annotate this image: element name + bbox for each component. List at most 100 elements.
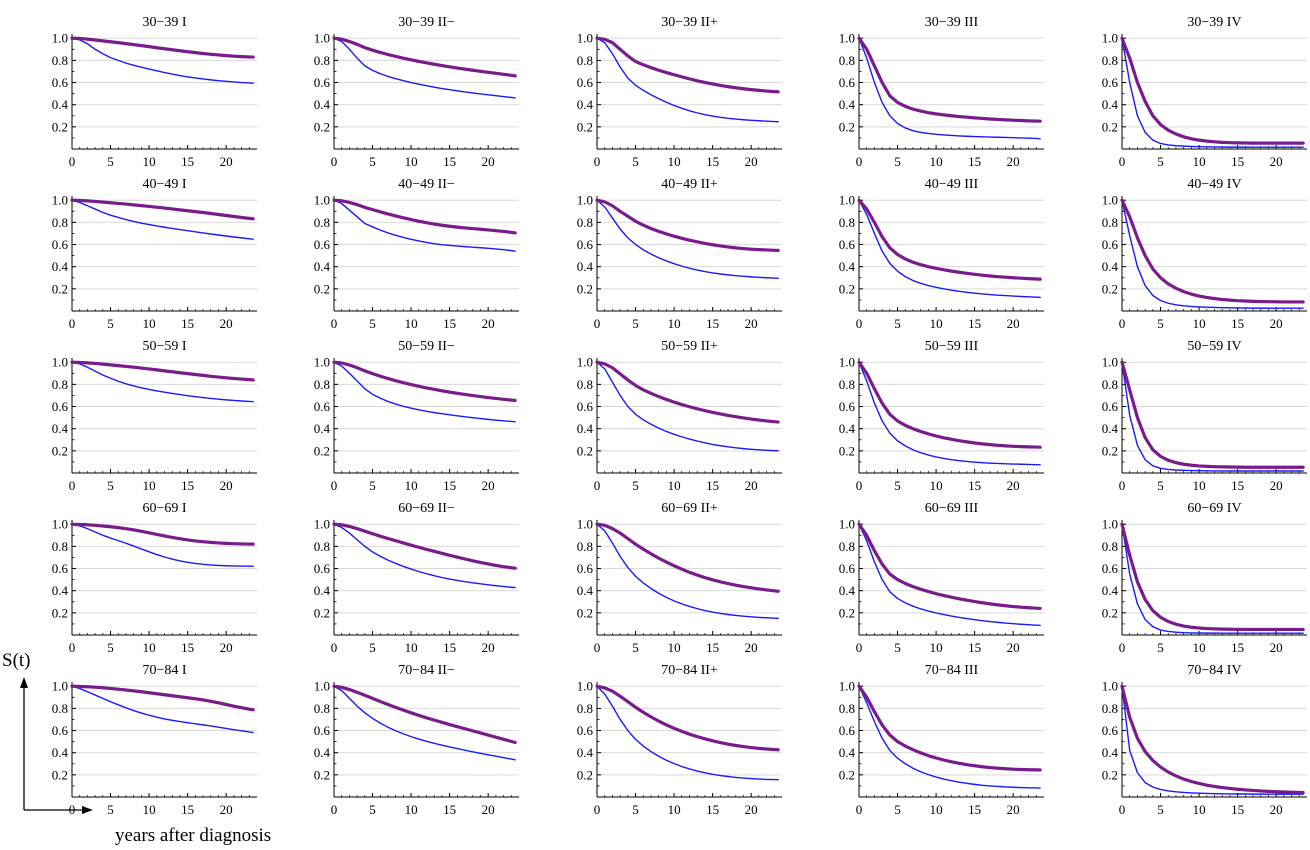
- x-tick-label: 20: [1007, 154, 1020, 169]
- x-tick-label: 0: [1119, 802, 1126, 817]
- y-tick-label: 0.4: [314, 259, 331, 274]
- y-tick-label: 1.0: [314, 355, 330, 370]
- x-tick-label: 10: [143, 154, 156, 169]
- x-tick-label: 20: [745, 802, 758, 817]
- x-tick-label: 10: [668, 154, 681, 169]
- x-tick-label: 5: [107, 802, 114, 817]
- x-tick-label: 0: [594, 802, 601, 817]
- y-tick-label: 0.8: [314, 215, 330, 230]
- y-tick-label: 0.2: [52, 767, 68, 782]
- panel-title: 50−59 IV: [1187, 339, 1241, 354]
- y-tick-label: 0.2: [52, 281, 68, 296]
- thin-series-line: [596, 37, 779, 123]
- x-tick-label: 10: [1193, 316, 1206, 331]
- x-tick-label: 20: [745, 478, 758, 493]
- thin-series-line: [333, 361, 516, 423]
- x-tick-label: 5: [632, 154, 639, 169]
- thick-series-line: [70, 360, 255, 382]
- y-tick-label: 0.2: [314, 119, 330, 134]
- x-tick-label: 10: [930, 154, 943, 169]
- y-tick-label: 1.0: [1102, 355, 1118, 370]
- thin-series-line: [71, 199, 254, 240]
- panel-title: 60−69 III: [925, 501, 979, 516]
- x-tick-label: 15: [1231, 154, 1244, 169]
- y-tick-label: 0.6: [577, 561, 594, 576]
- y-tick-label: 0.4: [314, 97, 331, 112]
- thin-series-line: [333, 199, 516, 252]
- panel-title: 70−84 III: [925, 663, 979, 678]
- x-tick-label: 5: [107, 478, 114, 493]
- thin-series-line: [71, 685, 254, 734]
- panel-17: 60−69 II− 0.2 0.4 0.6 0.8 1.0 0 5 10 15 20: [314, 501, 519, 655]
- x-tick-label: 0: [69, 316, 76, 331]
- thin-series-line: [333, 685, 516, 761]
- y-tick-label: 0.2: [52, 119, 68, 134]
- panel-8: 40−49 II+ 0.2 0.4 0.6 0.8 1.0 0 5 10 15 20: [577, 177, 782, 331]
- thin-series-line: [71, 37, 254, 84]
- y-tick-label: 1.0: [314, 517, 330, 532]
- y-tick-label: 0.4: [1102, 259, 1119, 274]
- x-tick-label: 5: [894, 154, 901, 169]
- x-tick-label: 20: [482, 640, 495, 655]
- y-tick-label: 0.8: [52, 377, 68, 392]
- x-tick-label: 10: [405, 154, 418, 169]
- x-tick-label: 15: [1231, 478, 1244, 493]
- x-tick-label: 0: [594, 316, 601, 331]
- thick-series-line: [1120, 684, 1305, 795]
- y-tick-label: 0.4: [839, 745, 856, 760]
- y-tick-label: 0.8: [577, 701, 593, 716]
- thick-series-line: [857, 522, 1042, 611]
- y-tick-label: 0.2: [314, 767, 330, 782]
- thick-series-line: [332, 522, 517, 570]
- x-tick-label: 15: [181, 154, 194, 169]
- thick-series-line: [595, 684, 780, 752]
- x-tick-label: 10: [668, 478, 681, 493]
- thick-series-line: [857, 684, 1042, 772]
- panel-title: 50−59 III: [925, 339, 979, 354]
- y-tick-label: 0.2: [577, 767, 593, 782]
- x-tick-label: 20: [1007, 640, 1020, 655]
- panel-12: 50−59 II− 0.2 0.4 0.6 0.8 1.0 0 5 10 15 20: [314, 339, 519, 493]
- y-tick-label: 0.2: [577, 281, 593, 296]
- y-axis-title: S(t): [2, 650, 31, 671]
- x-tick-label: 0: [594, 154, 601, 169]
- y-tick-label: 0.8: [577, 377, 593, 392]
- x-tick-label: 0: [331, 640, 338, 655]
- y-tick-label: 1.0: [52, 193, 68, 208]
- y-tick-label: 0.6: [314, 75, 331, 90]
- y-tick-label: 0.8: [314, 539, 330, 554]
- x-tick-label: 5: [894, 478, 901, 493]
- x-tick-label: 0: [69, 478, 76, 493]
- thin-series-line: [333, 523, 516, 589]
- x-tick-label: 20: [220, 316, 233, 331]
- y-tick-label: 0.2: [1102, 443, 1118, 458]
- y-tick-label: 0.2: [314, 605, 330, 620]
- y-tick-label: 0.6: [314, 561, 331, 576]
- x-tick-label: 0: [331, 478, 338, 493]
- y-tick-label: 0.4: [577, 745, 594, 760]
- y-tick-label: 0.4: [314, 583, 331, 598]
- thick-series-line: [332, 36, 517, 78]
- y-tick-label: 0.8: [1102, 53, 1118, 68]
- thick-series-line: [70, 684, 255, 712]
- x-tick-label: 15: [968, 478, 981, 493]
- thin-series-line: [858, 37, 1041, 140]
- thick-series-line: [332, 684, 517, 745]
- x-tick-label: 5: [107, 640, 114, 655]
- y-tick-label: 0.2: [839, 119, 855, 134]
- x-tick-label: 10: [405, 316, 418, 331]
- panel-16: 60−69 I 0.2 0.4 0.6 0.8 1.0 0 5 10 15 20: [52, 501, 257, 655]
- y-indicator-arrowhead: [20, 677, 28, 688]
- x-tick-label: 0: [1119, 316, 1126, 331]
- y-tick-label: 0.2: [52, 605, 68, 620]
- x-tick-label: 20: [1270, 478, 1283, 493]
- panel-title: 50−59 II−: [398, 339, 455, 354]
- y-tick-label: 1.0: [577, 517, 593, 532]
- y-tick-label: 0.4: [577, 583, 594, 598]
- panel-title: 50−59 II+: [661, 339, 718, 354]
- panel-title: 60−69 II+: [661, 501, 718, 516]
- x-tick-label: 20: [482, 154, 495, 169]
- panel-15: 50−59 IV 0.2 0.4 0.6 0.8 1.0 0 5 10 15 20: [1102, 339, 1307, 493]
- x-tick-label: 15: [706, 478, 719, 493]
- y-tick-label: 1.0: [839, 355, 855, 370]
